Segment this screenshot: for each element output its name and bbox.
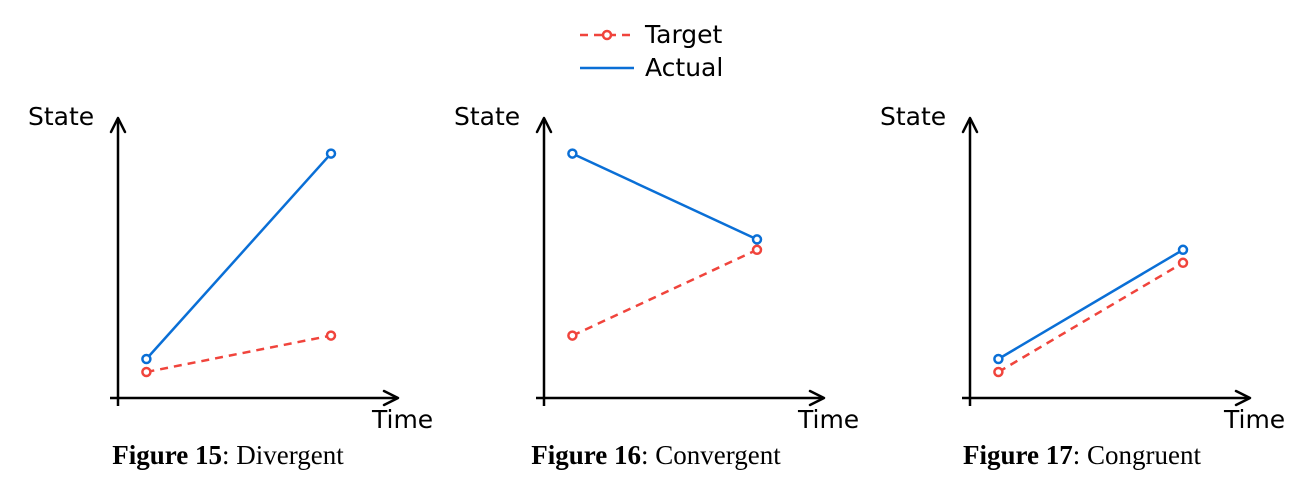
caption-figure-17: Figure 17: Congruent <box>962 440 1201 470</box>
legend-target-marker <box>601 29 613 41</box>
caption-figure-16: Figure 16: Convergent <box>531 440 781 470</box>
caption-figure-17-title: Congruent <box>1087 440 1201 470</box>
caption-figure-16-label: Figure 16 <box>531 440 641 470</box>
x-axis-arrowhead <box>1234 389 1252 407</box>
y-axis-label: State <box>454 102 520 131</box>
y-axis-label: State <box>880 102 946 131</box>
series-line-target <box>571 248 758 337</box>
chart-panel-1: State Time <box>28 102 433 434</box>
data-point-target <box>325 330 337 341</box>
x-axis-label: Time <box>1223 405 1285 434</box>
y-axis-label: State <box>28 102 94 131</box>
series-line-actual <box>571 152 758 241</box>
series-line-target <box>146 334 332 374</box>
y-axis-arrowhead <box>535 116 553 134</box>
data-point-actual <box>1177 244 1189 256</box>
x-axis-label: Time <box>371 405 433 434</box>
y-axis-arrowhead <box>961 116 979 134</box>
data-point-actual <box>325 148 337 159</box>
data-point-target <box>993 366 1004 378</box>
data-point-actual <box>751 234 763 245</box>
chart-panel-3: State Time <box>880 102 1285 434</box>
series-line-actual <box>997 248 1184 361</box>
data-point-actual <box>567 148 578 159</box>
legend-actual-label: Actual <box>645 53 723 82</box>
data-point-actual <box>993 353 1004 365</box>
data-point-target <box>567 330 578 341</box>
legend: Target Actual <box>580 20 723 82</box>
series-line-actual <box>145 152 332 360</box>
data-point-actual <box>141 353 152 365</box>
caption-figure-15-title: Divergent <box>236 440 344 470</box>
plots: State Time State Time State Time <box>28 102 1285 434</box>
x-axis-arrowhead <box>382 389 400 407</box>
data-point-target <box>751 244 763 256</box>
series-line-target <box>997 261 1184 374</box>
data-point-target <box>141 366 152 378</box>
caption-figure-15: Figure 15: Divergent <box>112 440 344 470</box>
data-point-target <box>1177 257 1189 269</box>
x-axis-label: Time <box>797 405 859 434</box>
legend-target-label: Target <box>644 20 723 49</box>
caption-figure-17-label: Figure 17 <box>962 440 1073 470</box>
caption-figure-15-label: Figure 15 <box>112 440 222 470</box>
y-axis-arrowhead <box>109 116 127 134</box>
x-axis-arrowhead <box>808 389 826 407</box>
caption-figure-16-title: Convergent <box>655 440 781 470</box>
chart-panel-2: State Time <box>454 102 859 434</box>
